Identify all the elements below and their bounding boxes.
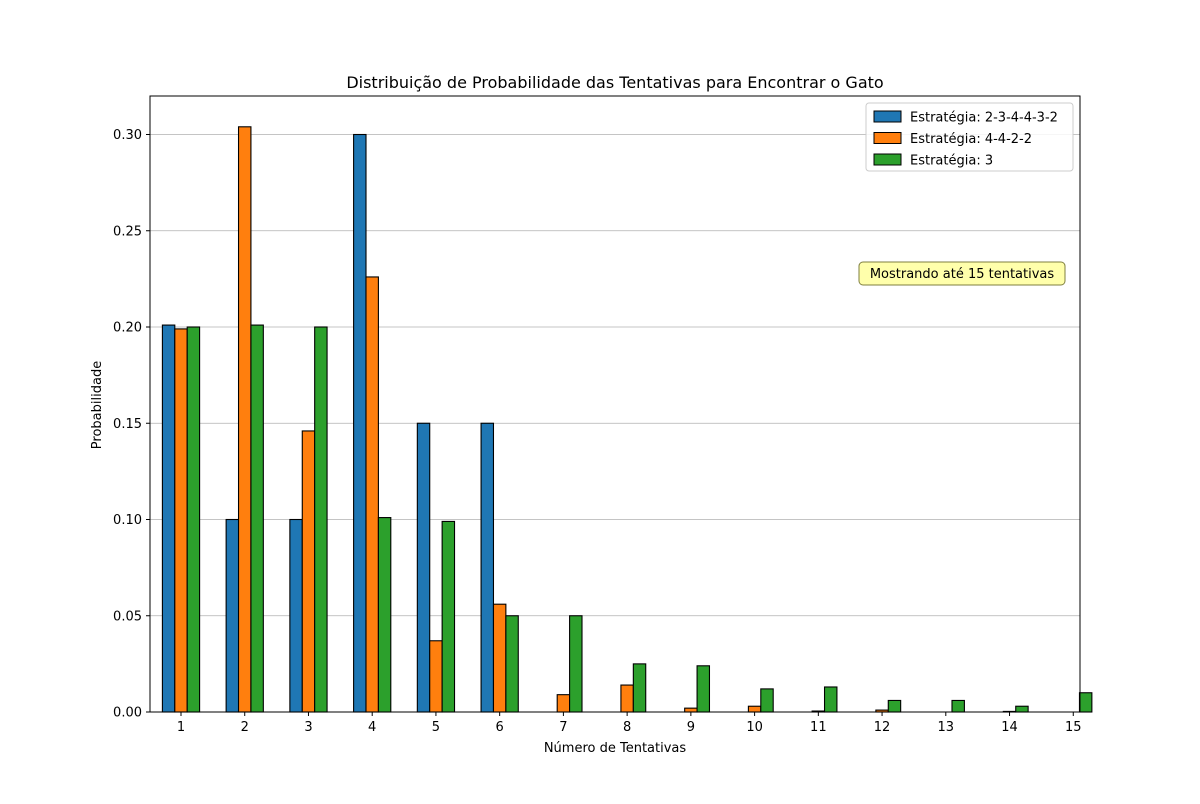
bar-series-1-cat-1 xyxy=(161,324,176,713)
bar-series-2-cat-1 xyxy=(174,328,188,713)
bars-layer xyxy=(161,126,1093,713)
bar-series-3-cat-13 xyxy=(951,699,965,713)
bar-series-3-cat-11 xyxy=(823,686,838,713)
bar-series-1-cat-5 xyxy=(416,422,431,713)
x-tick-label: 3 xyxy=(304,720,312,735)
bar-series-2-cat-6 xyxy=(492,603,507,713)
legend-label: Estratégia: 3 xyxy=(910,154,993,169)
x-tick-label: 13 xyxy=(938,720,955,735)
bar-series-3-cat-15 xyxy=(1078,692,1093,713)
bar-series-3-cat-2 xyxy=(250,324,264,713)
bar-series-2-cat-10 xyxy=(747,705,762,713)
bar-series-2-cat-2 xyxy=(237,126,252,713)
x-tick-label: 6 xyxy=(496,720,504,735)
legend-frame xyxy=(865,102,1074,172)
x-axis-label: Número de Tentativas xyxy=(544,741,687,756)
bar-series-2-cat-8 xyxy=(620,684,634,713)
x-tick-label: 7 xyxy=(559,720,567,735)
legend-label: Estratégia: 4-4-2-2 xyxy=(910,132,1032,147)
y-tick-label: 0.15 xyxy=(113,417,142,432)
bar-series-1-cat-4 xyxy=(353,133,367,713)
y-tick-label: 0.20 xyxy=(113,321,142,336)
x-tick-label: 11 xyxy=(810,720,827,735)
legend-swatch xyxy=(873,110,902,123)
x-tick-label: 10 xyxy=(746,720,763,735)
bar-series-3-cat-14 xyxy=(1015,705,1029,713)
x-tick-label: 2 xyxy=(241,720,249,735)
y-axis-label: Probabilidade xyxy=(90,361,105,449)
legend-label: Estratégia: 2-3-4-4-3-2 xyxy=(910,111,1058,126)
annotation-background xyxy=(858,261,1066,286)
x-tick-label: 15 xyxy=(1065,720,1082,735)
bar-series-2-cat-4 xyxy=(365,276,379,713)
bar-series-3-cat-8 xyxy=(632,663,647,713)
y-tick-label: 0.30 xyxy=(113,128,142,143)
bar-series-2-cat-9 xyxy=(684,707,698,713)
bar-series-3-cat-12 xyxy=(887,699,902,713)
legend-swatch xyxy=(873,132,902,144)
bar-series-1-cat-2 xyxy=(225,518,240,713)
bar-series-3-cat-5 xyxy=(441,520,456,713)
bar-series-3-cat-7 xyxy=(569,615,583,713)
x-tick-label: 4 xyxy=(368,720,376,735)
legend: Estratégia: 2-3-4-4-3-2 Estratégia: 4-4-2… xyxy=(865,102,1074,172)
bar-series-3-cat-1 xyxy=(186,326,201,713)
x-tick-label: 14 xyxy=(1001,720,1018,735)
y-tick-label: 0.10 xyxy=(113,513,142,528)
x-tick-label: 1 xyxy=(177,720,185,735)
annotation-box: Mostrando até 15 tentativas xyxy=(858,261,1066,286)
axes-layer: 0.000.050.100.150.200.250.301 2 3 4 5 6 7 8 9 10 1… xyxy=(113,95,1082,735)
y-tick-label: 0.25 xyxy=(113,224,142,239)
legend-swatch xyxy=(873,153,902,166)
bar-series-2-cat-5 xyxy=(429,640,443,713)
x-tick-label: 9 xyxy=(687,720,695,735)
annotation-text: Mostrando até 15 tentativas xyxy=(870,267,1055,282)
bar-series-1-cat-3 xyxy=(289,518,303,713)
x-tick-label: 8 xyxy=(623,720,631,735)
x-tick-label: 12 xyxy=(874,720,891,735)
bar-series-2-cat-3 xyxy=(301,430,316,713)
bar-series-3-cat-10 xyxy=(760,688,774,713)
bar-series-1-cat-6 xyxy=(480,422,495,713)
bar-series-3-cat-6 xyxy=(505,615,519,713)
x-tick-label: 5 xyxy=(432,720,440,735)
bar-series-3-cat-4 xyxy=(377,517,392,713)
chart-title: Distribuição de Probabilidade das Tentat… xyxy=(346,73,883,92)
y-tick-label: 0.05 xyxy=(113,609,142,624)
bar-series-3-cat-9 xyxy=(696,665,711,713)
bar-series-2-cat-7 xyxy=(556,694,571,713)
plot-frame xyxy=(149,95,1081,713)
bar-series-3-cat-3 xyxy=(314,326,328,713)
y-tick-label: 0.00 xyxy=(113,706,142,721)
